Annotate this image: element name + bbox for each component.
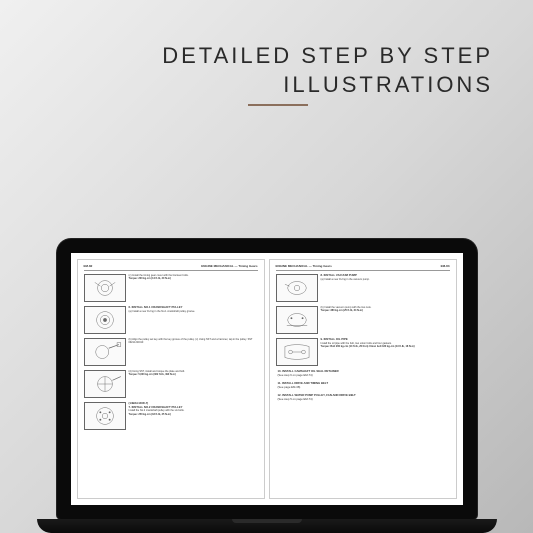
page-title-right: ENGINE MECHANICAL — Timing Gears	[276, 264, 332, 268]
step-illustration-icon	[276, 274, 318, 302]
text-step: 11. INSTALL DRIVE AND TIMING BELT (See p…	[276, 382, 450, 390]
heading-line-2: ILLUSTRATIONS	[162, 71, 493, 100]
accent-line	[248, 104, 308, 106]
step-text: (c) Install the timing gear cover with t…	[129, 274, 258, 281]
step-row: 9. INSTALL OIL PIPE Install the oil pipe…	[276, 338, 450, 366]
step-text: 8. INSTALL VACUUM PUMP (a) Install a new…	[321, 274, 450, 281]
step-row: (d) Using SST, install and torque the pl…	[84, 370, 258, 398]
text-step: 12. INSTALL WATER PUMP PULLEY, FAN AND D…	[276, 394, 450, 402]
step-illustration-icon	[84, 402, 126, 430]
step-illustration-icon	[84, 306, 126, 334]
step-illustration-icon	[84, 338, 126, 366]
step-row: (b) Align the pulley set key with the ke…	[84, 338, 258, 366]
manual-left-page: EM-82 ENGINE MECHANICAL — Timing Gears (…	[77, 259, 265, 499]
step-text: 6. INSTALL NO.1 CRANKSHAFT PULLEY (a) In…	[129, 306, 258, 313]
step-text: (b) Install the vacuum pump with the two…	[321, 306, 450, 313]
step-text: (b) Align the pulley set key with the ke…	[129, 338, 258, 345]
step-row: (c) Install the timing gear cover with t…	[84, 274, 258, 302]
step-row: 6. INSTALL NO.1 CRANKSHAFT PULLEY (a) In…	[84, 306, 258, 334]
page-header-left: EM-82 ENGINE MECHANICAL — Timing Gears	[84, 264, 258, 271]
laptop-screen: EM-82 ENGINE MECHANICAL — Timing Gears (…	[71, 253, 463, 505]
laptop-bezel: EM-82 ENGINE MECHANICAL — Timing Gears (…	[57, 239, 477, 519]
step-illustration-icon	[276, 338, 318, 366]
laptop-mockup: EM-82 ENGINE MECHANICAL — Timing Gears (…	[37, 239, 497, 533]
page-num-right: EM-83	[441, 264, 450, 268]
main-heading: DETAILED STEP BY STEP ILLUSTRATIONS	[162, 42, 493, 99]
step-text: (14B2A440D-7) 7. INSTALL NO.2 CRANKSHAFT…	[129, 402, 258, 416]
step-text: (d) Using SST, install and torque the pl…	[129, 370, 258, 377]
step-illustration-icon	[84, 274, 126, 302]
step-text: 9. INSTALL OIL PIPE Install the oil pipe…	[321, 338, 450, 348]
step-row: 8. INSTALL VACUUM PUMP (a) Install a new…	[276, 274, 450, 302]
page-num-left: EM-82	[84, 264, 93, 268]
step-illustration-icon	[276, 306, 318, 334]
manual-right-page: ENGINE MECHANICAL — Timing Gears EM-83 8…	[269, 259, 457, 499]
step-illustration-icon	[84, 370, 126, 398]
laptop-base	[37, 519, 497, 533]
heading-line-1: DETAILED STEP BY STEP	[162, 42, 493, 71]
page-title-left: ENGINE MECHANICAL — Timing Gears	[201, 264, 257, 268]
step-row: (b) Install the vacuum pump with the two…	[276, 306, 450, 334]
text-step: 10. INSTALL CAMSHAFT OIL SEAL RETAINER (…	[276, 370, 450, 378]
page-header-right: ENGINE MECHANICAL — Timing Gears EM-83	[276, 264, 450, 271]
step-row: (14B2A440D-7) 7. INSTALL NO.2 CRANKSHAFT…	[84, 402, 258, 430]
